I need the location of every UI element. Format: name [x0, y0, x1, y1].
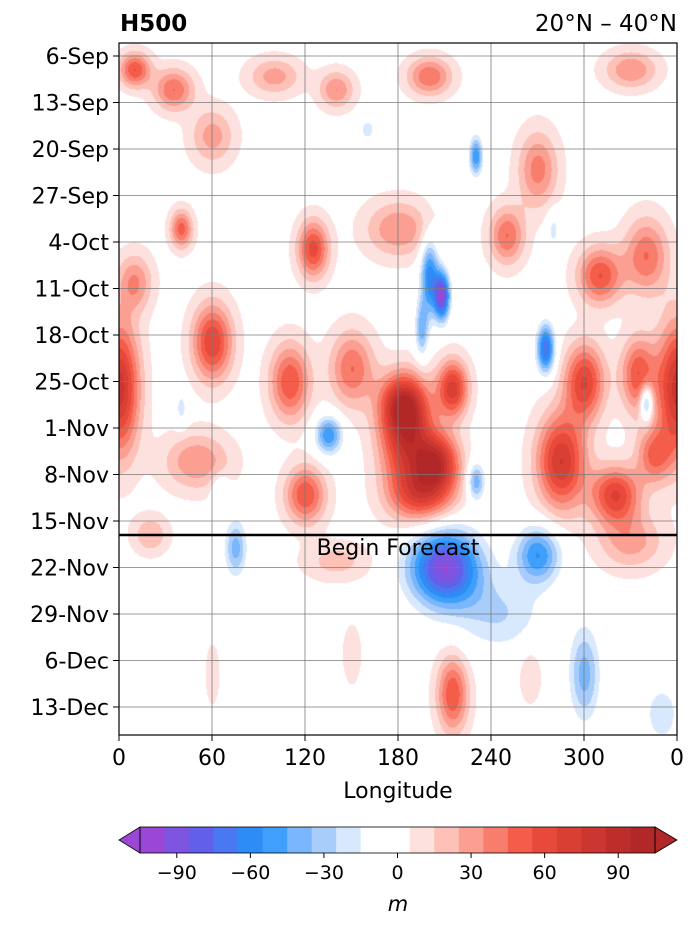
y-tick-label: 6-Sep [46, 45, 109, 70]
y-tick-label: 22-Nov [30, 557, 109, 582]
y-tick-label: 8-Nov [44, 464, 109, 489]
colorbar-tick-label: 0 [391, 862, 403, 884]
y-tick-label: 18-Oct [34, 324, 109, 349]
y-tick-label: 13-Sep [32, 92, 109, 117]
colorbar: −90 −60 −30 0 30 60 90 [118, 826, 678, 884]
chart-title-right: 20°N – 40°N [535, 11, 677, 37]
grid-lines [119, 43, 677, 735]
chart-title-left: H500 [120, 11, 187, 37]
colorbar-swatch [189, 827, 215, 853]
y-axis: 6-Sep 13-Sep 20-Sep 27-Sep 4-Oct 11-Oct 18-Oct… [30, 45, 119, 721]
colorbar-swatch [336, 827, 362, 853]
colorbar-swatch [434, 827, 460, 853]
x-axis: 0 60 120 180 240 300 0 [112, 735, 684, 771]
y-tick-label: 1-Nov [44, 417, 109, 442]
y-tick-label: 25-Oct [34, 371, 109, 396]
colorbar-swatch [385, 827, 411, 853]
y-tick-label: 13-Dec [30, 696, 109, 721]
colorbar-swatch [483, 827, 509, 853]
x-tick-label: 240 [470, 746, 512, 771]
colorbar-tick-label: −30 [304, 862, 344, 884]
colorbar-swatch [556, 827, 583, 853]
forecast-annotation: Begin Forecast [317, 536, 480, 561]
colorbar-swatch [605, 827, 632, 853]
colorbar-swatch [360, 827, 386, 853]
colorbar-swatch [630, 827, 656, 853]
x-axis-label: Longitude [343, 779, 452, 804]
colorbar-tick-label: 60 [533, 862, 557, 884]
colorbar-swatch [409, 827, 435, 853]
x-tick-label: 0 [112, 746, 126, 771]
colorbar-swatch [213, 827, 239, 853]
plot-area: Begin Forecast [118, 42, 678, 736]
colorbar-extend-min [118, 826, 141, 854]
x-tick-label: 60 [198, 746, 226, 771]
x-tick-label: 0 [670, 746, 684, 771]
y-tick-label: 11-Oct [34, 278, 109, 303]
colorbar-swatch [311, 827, 337, 853]
colorbar-swatch [140, 827, 166, 853]
colorbar-tick-label: 90 [606, 862, 630, 884]
y-tick-label: 6-Dec [44, 650, 109, 675]
y-tick-label: 15-Nov [30, 510, 109, 535]
y-tick-label: 27-Sep [32, 185, 109, 210]
y-tick-label: 20-Sep [32, 138, 109, 163]
colorbar-tick-label: −60 [230, 862, 270, 884]
x-tick-label: 120 [284, 746, 326, 771]
colorbar-swatch [164, 827, 190, 853]
colorbar-tick-label: −90 [157, 862, 197, 884]
colorbar-swatch [507, 827, 533, 853]
colorbar-extend-max [654, 826, 678, 854]
x-tick-label: 300 [563, 746, 605, 771]
colorbar-label: m [388, 892, 408, 916]
colorbar-swatch [581, 827, 607, 853]
colorbar-swatch [262, 827, 288, 853]
colorbar-swatch [458, 827, 484, 853]
colorbar-tick-label: 30 [459, 862, 483, 884]
y-tick-label: 29-Nov [30, 603, 109, 628]
x-tick-label: 180 [377, 746, 419, 771]
colorbar-swatch [287, 827, 313, 853]
colorbar-swatch [238, 827, 264, 853]
colorbar-swatch [532, 827, 558, 853]
y-tick-label: 4-Oct [48, 231, 109, 256]
